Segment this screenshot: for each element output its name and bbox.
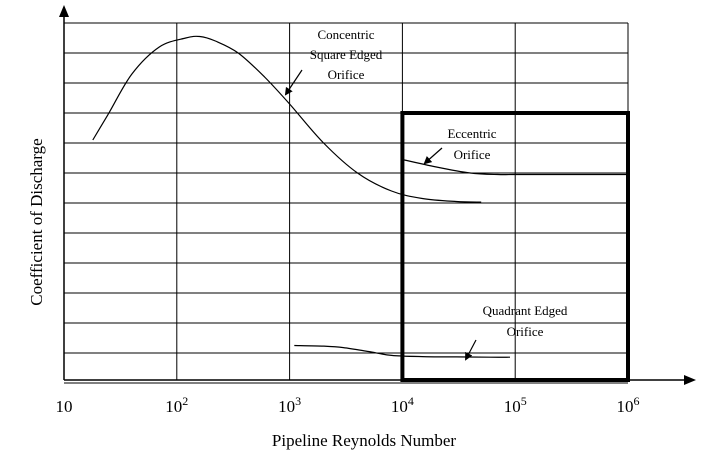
curves <box>92 35 628 358</box>
x-tick-exponent: 3 <box>295 394 301 408</box>
x-tick-base: 10 <box>504 397 521 416</box>
eccentric-annotation: Eccentric Orifice <box>423 126 497 165</box>
x-tick-base: 10 <box>278 397 295 416</box>
x-tick-labels: 10 102 103 104 105 106 <box>56 394 640 416</box>
quadrant-label-line-1: Quadrant Edged <box>483 303 568 318</box>
concentric-pointer-arrow <box>284 69 303 96</box>
quadrant-label-line-2: Orifice <box>507 324 544 339</box>
concentric-label-line-3: Orifice <box>328 67 365 82</box>
concentric-label-line-1: Concentric <box>317 27 374 42</box>
eccentric-curve <box>402 158 628 176</box>
concentric-annotation: Concentric Square Edged Orifice <box>284 27 383 96</box>
x-tick-label: 103 <box>278 394 301 416</box>
quadrant-curve <box>294 344 511 358</box>
x-tick-base: 10 <box>617 397 634 416</box>
x-tick-label: 104 <box>391 394 414 416</box>
x-tick-exponent: 6 <box>634 394 640 408</box>
eccentric-label-line-2: Orifice <box>454 147 491 162</box>
quadrant-pointer-arrow <box>465 339 477 361</box>
quadrant-annotation: Quadrant Edged Orifice <box>465 303 568 361</box>
x-tick-base: 10 <box>56 397 73 416</box>
x-tick-label: 106 <box>617 394 640 416</box>
concentric-label-line-2: Square Edged <box>310 47 383 62</box>
eccentric-label-line-1: Eccentric <box>447 126 496 141</box>
y-axis-arrow <box>59 5 69 17</box>
x-tick-exponent: 5 <box>521 394 527 408</box>
x-tick-exponent: 2 <box>182 394 188 408</box>
concentric-curve <box>92 35 482 203</box>
x-tick-base: 10 <box>391 397 408 416</box>
eccentric-pointer-arrow <box>423 147 443 165</box>
x-tick-label: 10 <box>56 397 73 416</box>
x-axis-title: Pipeline Reynolds Number <box>272 431 456 450</box>
x-tick-label: 102 <box>165 394 188 416</box>
x-tick-base: 10 <box>165 397 182 416</box>
y-axis-title: Coefficient of Discharge <box>27 138 46 305</box>
x-tick-label: 105 <box>504 394 527 416</box>
x-axis-arrow <box>684 375 696 385</box>
x-tick-exponent: 4 <box>408 394 414 408</box>
axes <box>59 5 696 385</box>
